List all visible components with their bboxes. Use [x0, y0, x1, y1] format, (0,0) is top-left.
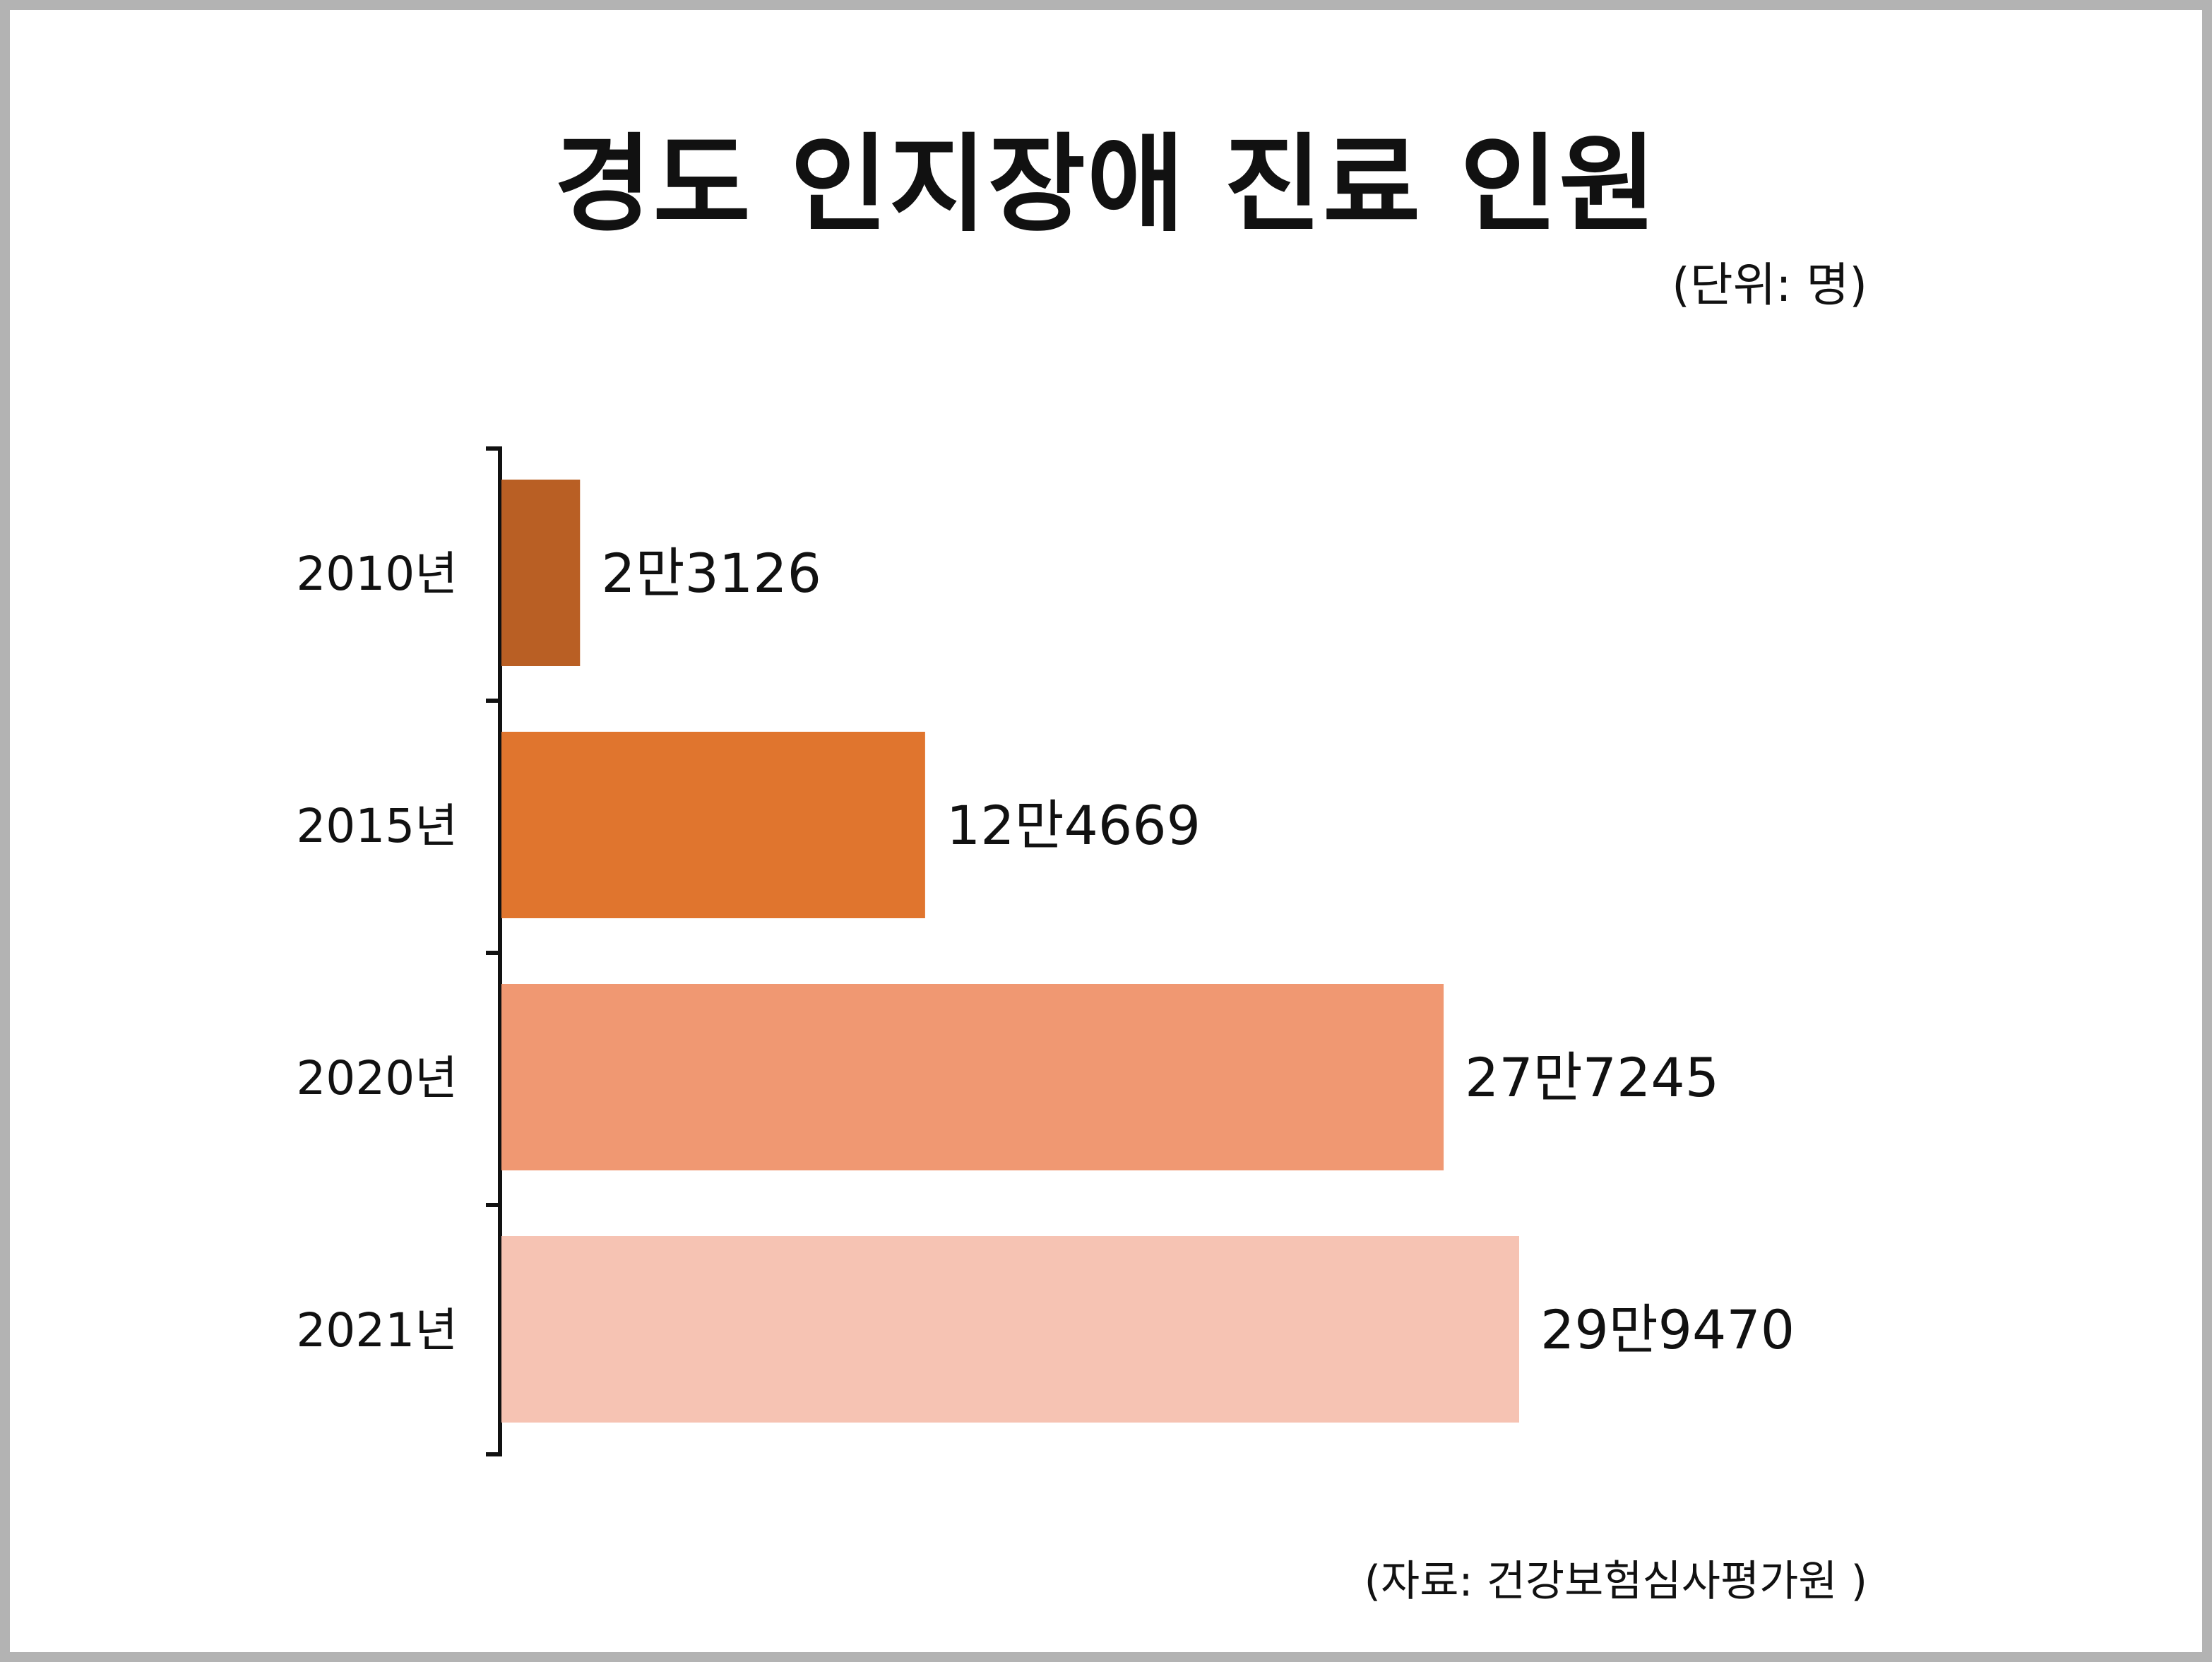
category-label-3: 2021년: [296, 1303, 458, 1358]
bar-3: [501, 1236, 1519, 1423]
category-label-2: 2020년: [296, 1051, 458, 1105]
value-label-3: 29만9470: [1540, 1298, 1795, 1361]
bar-2: [501, 984, 1444, 1170]
source-note: (자료: 건강보험심사평가원 ): [1364, 1557, 1867, 1606]
category-label-0: 2010년: [296, 547, 458, 601]
value-label-1: 12만4669: [946, 794, 1201, 857]
y-axis: [486, 446, 502, 1456]
bar-1: [501, 732, 925, 918]
chart-title: 경도 인지장애 진료 인원: [554, 124, 1658, 247]
bar-0: [501, 480, 581, 666]
value-label-0: 2만3126: [601, 542, 821, 605]
category-label-1: 2015년: [296, 799, 458, 853]
value-label-2: 27만7245: [1465, 1046, 1719, 1109]
unit-note: (단위: 명): [1672, 258, 1867, 312]
bars-group: 2010년 2만3126 2015년 12만4669 2020년 27만7245 2021년…: [296, 480, 1795, 1423]
